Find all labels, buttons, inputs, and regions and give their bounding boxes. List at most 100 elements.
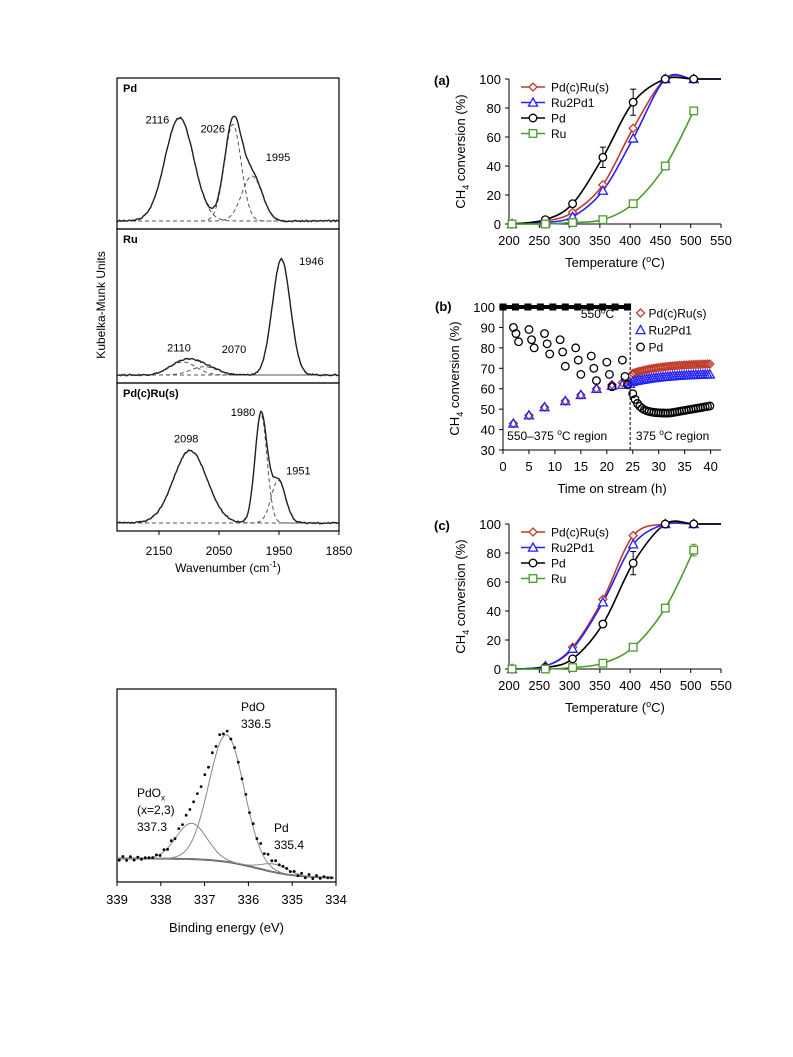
c-x-axis-label-part: Temperature (: [565, 700, 647, 715]
b-data-point: [527, 335, 536, 345]
a-legend-label: Ru: [551, 127, 566, 141]
b-temperature-marker: [511, 303, 519, 311]
drifts-component-curve: [117, 175, 339, 222]
xps-data-point: [225, 729, 229, 733]
b-data-point: [660, 361, 671, 372]
xps-data-point: [147, 856, 151, 860]
c-data-point: [689, 519, 699, 529]
c-y-tick-label: 100: [479, 517, 501, 532]
xps-data-point: [289, 870, 292, 873]
b-y-tick-label: 80: [481, 341, 495, 356]
xps-data-point: [207, 765, 210, 769]
b-data-point: [672, 360, 683, 371]
drifts-x-axis-label-part: ): [277, 561, 281, 575]
a-x-tick-label: 550: [710, 233, 732, 248]
c-y-axis-label-part: CH: [453, 635, 468, 654]
b-data-point: [705, 401, 715, 411]
b-panel-label: (b): [435, 299, 452, 314]
xps-data-point: [155, 853, 158, 857]
c-y-axis-label-part: conversion (%): [453, 539, 468, 629]
b-data-point: [676, 360, 687, 371]
xps-data-point: [229, 737, 233, 741]
xps-data-point: [192, 800, 196, 804]
chart-a: 0 20 40 60 80 100 200 250 300 350 400 450 500 550 (a) T…: [434, 72, 732, 270]
c-legend-marker: [528, 574, 538, 583]
c-data-point: [598, 619, 608, 629]
drifts-panel: Ru 2110 2070 1946: [116, 228, 340, 384]
b-data-point: [604, 369, 614, 379]
c-x-tick-label: 400: [619, 678, 641, 693]
drifts-panel-frame: [116, 228, 340, 384]
a-y-tick-label: 60: [487, 130, 501, 145]
xps-data-point: [181, 823, 184, 826]
xps-data-point: [210, 751, 214, 755]
xps-frame: [116, 688, 337, 883]
a-y-axis-label-part: CH: [453, 190, 468, 209]
c-y-axis-label-part: 4: [461, 630, 471, 635]
xps-data-point: [270, 859, 274, 863]
b-legend-marker: [636, 342, 645, 352]
b-data-point: [665, 361, 676, 372]
xps-data-point: [285, 867, 289, 870]
c-x-tick-label: 250: [528, 678, 550, 693]
b-y-axis-label-part: CH: [447, 417, 462, 436]
b-data-point: [662, 361, 673, 372]
b-data-point: [607, 382, 617, 392]
a-series-line: [512, 73, 721, 225]
b-data-point: [575, 389, 587, 400]
c-y-tick-label: 0: [494, 662, 501, 677]
xps-data-point: [251, 822, 255, 826]
xps-data-point: [266, 852, 270, 856]
b-y-axis-label: CH4 conversion (%): [447, 321, 465, 435]
b-temperature-label: 550oC: [581, 305, 615, 321]
c-legend-marker: [528, 527, 538, 537]
xps-data-point: [132, 858, 136, 862]
c-legend-label: Pd: [551, 557, 566, 571]
a-y-axis-label-part: 4: [461, 185, 471, 190]
drifts-x-tick-label: 1850: [326, 544, 353, 558]
c-data-point: [628, 558, 638, 568]
xps-data-point: [196, 792, 199, 795]
a-legend-label: Ru2Pd1: [551, 96, 595, 110]
b-data-point: [555, 335, 565, 345]
b-data-point: [704, 359, 715, 369]
c-x-tick-label: 550: [710, 678, 732, 693]
b-legend-marker: [634, 324, 647, 335]
xps-data-point: [184, 813, 188, 817]
xps-data-point: [188, 808, 192, 811]
xps-data-point: [307, 873, 311, 876]
drifts-panel: Pd(c)Ru(s) 2098 1980 1951: [116, 382, 340, 532]
b-temperature-marker: [574, 303, 582, 311]
xps-peak-note-pdox: (x=2,3): [137, 803, 175, 817]
b-data-point: [558, 347, 568, 357]
a-y-axis-label-part: conversion (%): [453, 94, 468, 184]
drifts-peak-label: 2026: [201, 123, 225, 135]
b-data-point: [606, 379, 618, 390]
b-region1-label: 550–375 oC region: [507, 427, 607, 443]
xps-data-point: [240, 777, 244, 781]
b-data-point: [507, 417, 519, 428]
b-y-tick-label: 40: [481, 423, 495, 438]
xps-peak-label-pdox-part: PdO: [137, 786, 161, 800]
xps-data-point: [281, 864, 285, 868]
xps-data-point: [277, 863, 281, 867]
a-series-line: [511, 76, 721, 225]
b-y-axis-label-part: 4: [455, 412, 465, 417]
c-data-point: [597, 596, 609, 607]
c-x-axis-label-part: C): [651, 700, 665, 715]
b-data-point: [560, 361, 570, 371]
c-legend-marker: [528, 558, 538, 568]
xps-data-point: [151, 856, 155, 859]
xps-data-point: [143, 856, 147, 860]
xps-data-point: [322, 875, 326, 878]
xps-data-point: [274, 859, 277, 863]
drifts-component-curve: [117, 258, 339, 376]
c-y-axis-label: CH4 conversion (%): [453, 539, 471, 653]
b-data-point: [674, 360, 685, 371]
b-data-point: [545, 349, 555, 359]
b-x-tick-label: 20: [600, 459, 614, 474]
a-data-point: [507, 219, 517, 229]
b-data-point: [529, 343, 539, 353]
xps-x-tick-label: 334: [325, 892, 347, 907]
b-data-point: [586, 351, 596, 361]
